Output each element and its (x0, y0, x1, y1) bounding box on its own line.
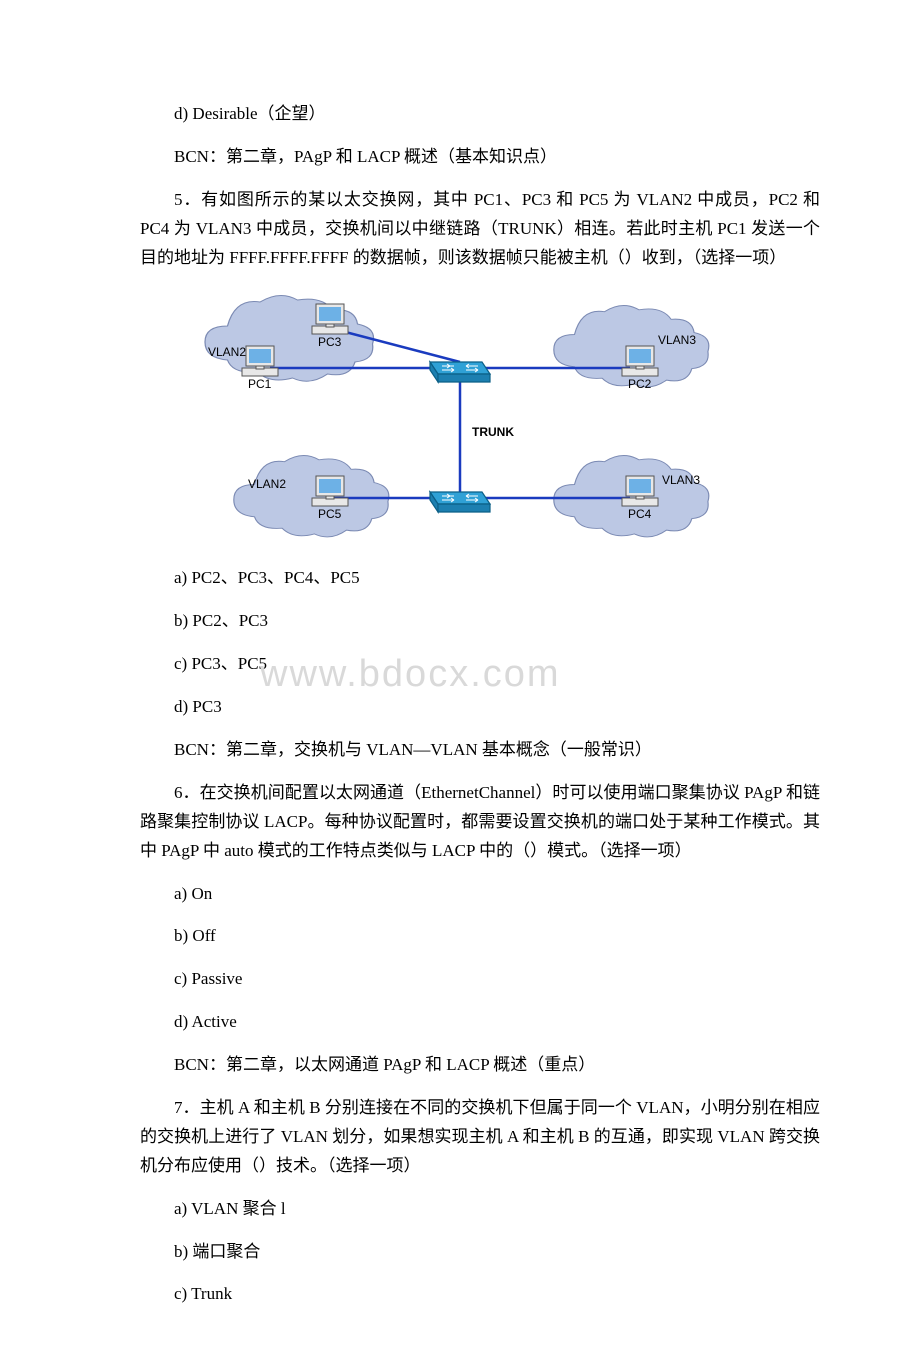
option-6b: b) Off (140, 922, 820, 951)
question-6-stem: 6．在交换机间配置以太网通道（EthernetChannel）时可以使用端口聚集… (140, 779, 820, 866)
network-diagram: VLAN2 PC1 PC3 VLAN3 PC2 TRUNK VLAN2 PC5 … (180, 288, 740, 548)
option-4d: d) Desirable（企望） (140, 100, 820, 129)
option-5a: a) PC2、PC3、PC4、PC5 (140, 564, 820, 593)
label-pc5: PC5 (318, 507, 342, 521)
option-5b: b) PC2、PC3 (140, 607, 820, 636)
question-5-stem: 5．有如图所示的某以太交换网，其中 PC1、PC3 和 PC5 为 VLAN2 … (140, 186, 820, 273)
option-7a: a) VLAN 聚合 l (140, 1195, 820, 1224)
label-pc4: PC4 (628, 507, 652, 521)
label-trunk: TRUNK (472, 425, 514, 439)
label-vlan2b: VLAN2 (248, 477, 286, 491)
option-7b: b) 端口聚合 (140, 1238, 820, 1267)
question-7-stem: 7．主机 A 和主机 B 分别连接在不同的交换机下但属于同一个 VLAN，小明分… (140, 1094, 820, 1181)
ref-6: BCN：第二章，以太网通道 PAgP 和 LACP 概述（重点） (140, 1051, 820, 1080)
label-vlan3b: VLAN3 (662, 473, 700, 487)
option-5d: d) PC3 (140, 693, 820, 722)
option-6c: c) Passive (140, 965, 820, 994)
label-pc1: PC1 (248, 377, 272, 391)
label-vlan2a: VLAN2 (208, 345, 246, 359)
option-5c: c) PC3、PC5 (140, 650, 820, 679)
label-pc3: PC3 (318, 335, 342, 349)
ref-5: BCN：第二章，交换机与 VLAN—VLAN 基本概念（一般常识） (140, 736, 820, 765)
label-pc2: PC2 (628, 377, 652, 391)
label-vlan3a: VLAN3 (658, 333, 696, 347)
option-6a: a) On (140, 880, 820, 909)
option-7c: c) Trunk (140, 1280, 820, 1309)
option-6d: d) Active (140, 1008, 820, 1037)
ref-4: BCN：第二章，PAgP 和 LACP 概述（基本知识点） (140, 143, 820, 172)
